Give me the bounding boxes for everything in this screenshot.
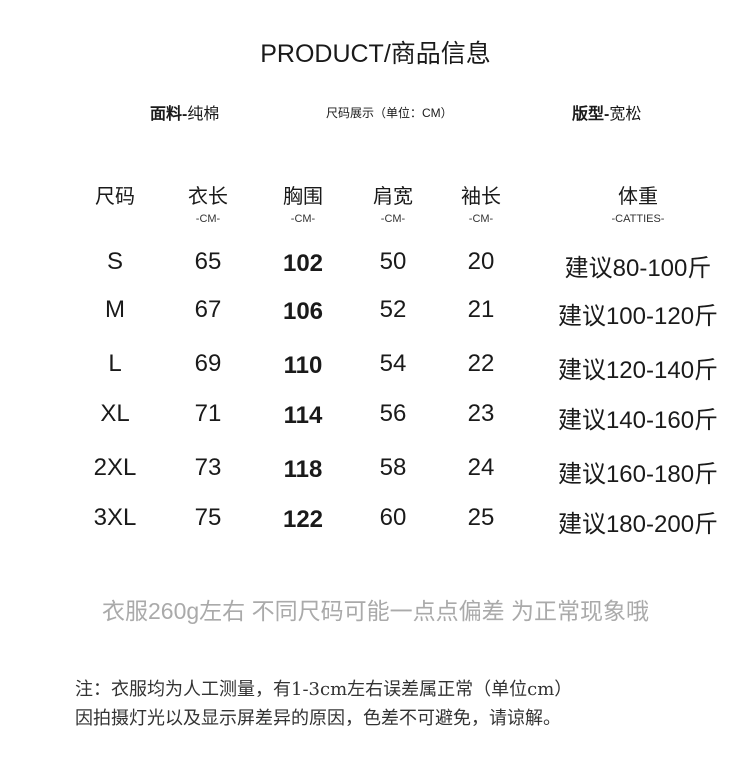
column-unit: -CM- [468, 213, 494, 225]
column-unit: -CM- [290, 213, 316, 225]
table-cell: 52 [379, 296, 407, 323]
table-cell: 建议180-200斤 [557, 511, 719, 538]
table-cell: 67 [194, 296, 222, 323]
table-cell: 建议120-140斤 [557, 357, 719, 384]
fit-info: 版型-宽松 [572, 100, 641, 124]
table-cell: 118 [283, 456, 323, 483]
size-display-note: 尺码展示（单位：CM） [326, 106, 453, 120]
footnote-color: 因拍摄灯光以及显示屏差异的原因，色差不可避免，请谅解。 [75, 708, 561, 729]
table-cell: 69 [194, 350, 222, 377]
table-cell: M [105, 296, 125, 323]
fabric-value: 纯棉 [187, 106, 220, 123]
table-cell: 建议140-160斤 [557, 407, 719, 434]
table-cell: 50 [379, 248, 407, 275]
table-cell: 122 [282, 506, 324, 533]
column-unit: -CM- [195, 213, 221, 225]
column-unit: -CATTIES- [611, 213, 665, 225]
table-cell: 3XL [93, 504, 137, 531]
table-cell: 23 [467, 400, 495, 427]
column-header: 胸围 [283, 186, 323, 208]
table-cell: 建议160-180斤 [557, 461, 719, 488]
table-cell: 58 [379, 454, 407, 481]
table-cell: 建议100-120斤 [557, 303, 719, 330]
fit-label: 版型- [572, 106, 610, 123]
footnote-measurement: 注：衣服均为人工测量，有1-3cm左右误差属正常（单位cm） [75, 679, 573, 700]
table-cell: 建议80-100斤 [564, 255, 712, 282]
fabric-label: 面料- [150, 106, 188, 123]
column-header: 肩宽 [373, 186, 413, 208]
fit-value: 宽松 [609, 106, 642, 123]
column-header: 袖长 [461, 186, 501, 208]
table-cell: 25 [467, 504, 495, 531]
table-cell: 73 [194, 454, 222, 481]
table-cell: S [106, 248, 124, 275]
fabric-info: 面料-纯棉 [150, 100, 219, 124]
table-cell: 75 [194, 504, 222, 531]
table-cell: XL [100, 400, 130, 427]
column-header: 体重 [618, 186, 658, 208]
column-header: 尺码 [95, 186, 135, 208]
table-cell: L [108, 350, 122, 377]
table-cell: 102 [282, 250, 324, 277]
table-cell: 60 [379, 504, 407, 531]
column-header: 衣长 [188, 186, 228, 208]
table-cell: 65 [194, 248, 222, 275]
table-cell: 71 [194, 400, 222, 427]
table-cell: 20 [467, 248, 495, 275]
weight-note: 衣服260g左右 不同尺码可能一点点偏差 为正常现象哦 [102, 598, 649, 624]
table-cell: 21 [467, 296, 495, 323]
table-cell: 54 [379, 350, 407, 377]
page-title: PRODUCT/商品信息 [260, 40, 491, 68]
table-cell: 56 [379, 400, 407, 427]
table-cell: 24 [467, 454, 495, 481]
table-cell: 2XL [93, 454, 137, 481]
table-cell: 110 [283, 352, 323, 379]
column-unit: -CM- [380, 213, 406, 225]
table-cell: 114 [283, 402, 323, 429]
table-cell: 106 [282, 298, 324, 325]
table-cell: 22 [467, 350, 495, 377]
